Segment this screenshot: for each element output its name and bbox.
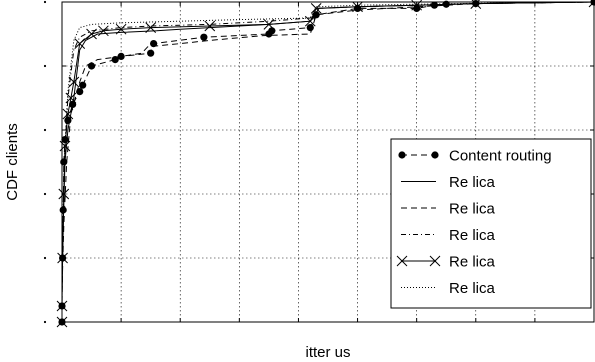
x-marker-stroke (86, 28, 97, 40)
x-marker-stroke (310, 3, 322, 14)
series-5-marker (58, 188, 70, 200)
series-5-marker (204, 20, 216, 32)
series-1-marker (268, 27, 276, 35)
legend-marker-5 (396, 255, 408, 267)
series-5-marker (115, 23, 127, 35)
legend: Content routing Re lica Re lica Re lica Re l… (390, 138, 592, 309)
series-line-4 (61, 1, 595, 322)
x-marker-stroke (58, 188, 70, 200)
x-marker-stroke (145, 22, 157, 33)
x-marker-stroke (352, 1, 363, 13)
series-line-1 (61, 1, 595, 322)
series-1-marker (353, 4, 362, 12)
series-5-marker (62, 108, 74, 120)
series-5-marker (86, 28, 97, 40)
series-5-marker (98, 25, 109, 37)
y-axis-label: CDF clients (4, 123, 21, 201)
legend-label-6: Re lica (449, 280, 496, 297)
series-1-marker (150, 40, 158, 48)
series-1-marker (200, 33, 208, 41)
x-axis-label: itter us (305, 344, 350, 361)
legend-label-4: Re lica (449, 227, 496, 244)
x-marker-stroke (204, 20, 216, 32)
legend-marker-1 (398, 151, 406, 159)
legend-box (390, 138, 592, 309)
series-5-marker (145, 22, 157, 33)
series-1-marker (87, 62, 96, 70)
x-marker-stroke (68, 76, 80, 88)
series-1-marker (147, 49, 155, 57)
series-5-marker (304, 15, 316, 27)
x-marker-stroke (263, 19, 275, 30)
series-layer (56, 0, 595, 328)
series-1-marker (111, 56, 119, 64)
x-marker-stroke (98, 25, 109, 37)
series-5-marker (310, 3, 322, 14)
series-5-marker (65, 92, 77, 104)
legend-label-1: Content routing (449, 148, 552, 165)
series-5-marker (263, 19, 275, 30)
y-tick-label-mark (43, 192, 47, 196)
legend-marker-1 (431, 151, 439, 159)
x-marker-stroke (429, 255, 441, 267)
plot-frame (61, 1, 595, 323)
x-marker-stroke (65, 92, 77, 104)
x-marker-stroke (62, 108, 74, 120)
x-marker-stroke (304, 15, 316, 27)
series-line-3 (61, 1, 595, 322)
y-tick-label-mark (43, 128, 47, 132)
series-1-marker (79, 81, 87, 89)
series-5-marker (352, 1, 363, 13)
legend-label-5: Re lica (449, 254, 496, 271)
x-marker-stroke (396, 255, 408, 267)
x-marker-stroke (57, 252, 68, 264)
legend-label-2: Re lica (449, 174, 496, 191)
series-5-marker (57, 252, 68, 264)
y-tick-label-mark (43, 320, 47, 324)
series-5-marker (74, 38, 86, 49)
y-tick-label-mark (43, 64, 47, 68)
legend-label-3: Re lica (449, 201, 496, 218)
y-tick-label-mark (43, 0, 47, 4)
y-tick-label-mark (43, 256, 47, 260)
legend-marker-5 (429, 255, 441, 267)
series-5-marker (68, 76, 80, 88)
x-marker-stroke (74, 38, 86, 49)
x-marker-stroke (115, 23, 127, 35)
